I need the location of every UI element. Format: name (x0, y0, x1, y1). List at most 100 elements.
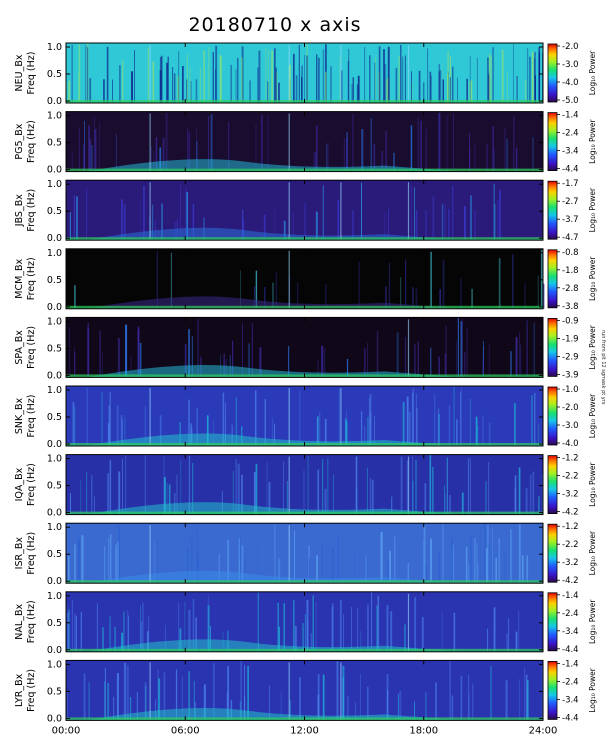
spectrogram-streak (228, 122, 230, 172)
spectrogram-streak (166, 482, 168, 515)
spectrogram-streak (178, 51, 180, 103)
spectrogram-streak (187, 128, 189, 172)
spectrogram-background (66, 317, 543, 378)
spectrogram-streak (94, 496, 95, 515)
spectrogram-streak (538, 424, 539, 446)
spectrogram-streak (219, 55, 222, 103)
colorbar-tick-label: -1.0 (562, 385, 579, 395)
spectrogram-streak (74, 285, 76, 309)
spectrogram-streak (339, 55, 340, 103)
spectrogram-streak (504, 127, 506, 172)
spectrogram-streak (351, 83, 353, 103)
spectrogram-streak (421, 617, 424, 652)
spectrogram-streak (215, 45, 218, 103)
spectrogram-streak (520, 344, 522, 378)
spectrogram-streak (139, 342, 142, 378)
spectrogram-streak (74, 406, 76, 446)
spectrogram-streak (144, 455, 146, 515)
spectrogram-streak (466, 78, 468, 103)
colorbar-tick-label: -3.2 (562, 558, 579, 568)
colorbar-tick-label: -2.2 (562, 540, 579, 550)
spectrogram-streak (429, 454, 432, 515)
spectrogram-streak (301, 65, 303, 103)
spectrogram-streak (469, 55, 471, 103)
spectrogram-streak (416, 407, 418, 446)
spectrogram-streak (115, 544, 117, 584)
y-tick-label: 0.5 (47, 138, 62, 149)
spectrogram-streak (232, 470, 234, 515)
colorbar-tick-label: -0.9 (562, 316, 579, 326)
colorbar-tick-label: -4.0 (562, 439, 579, 449)
spectrogram-streak (507, 71, 508, 103)
spectrogram-streak (510, 529, 512, 584)
spectrogram-streak (370, 118, 372, 172)
colorbar (547, 180, 558, 240)
spectrogram-streak (299, 677, 301, 721)
spectrogram-streak (241, 545, 244, 584)
spectrogram-streak (323, 347, 326, 378)
spectrogram-streak (387, 559, 389, 584)
spectrogram-streak (514, 403, 516, 446)
y-tick-label: 0.0 (47, 165, 62, 176)
spectrogram-streak (386, 80, 388, 103)
spectrogram-streak (267, 114, 269, 172)
spectrogram-streak (275, 272, 278, 309)
spectrogram-streak (337, 536, 339, 584)
spectrogram-streak (425, 563, 427, 584)
spectrogram-streak (180, 185, 181, 241)
colorbar (547, 317, 558, 377)
spectrogram-streak (346, 358, 349, 378)
spectrogram-streak (519, 331, 520, 378)
chart-title: 20180710 x axis (188, 14, 362, 36)
spectrogram-streak (215, 68, 217, 103)
spectrogram-streak (352, 210, 354, 241)
spectrogram-streak (438, 112, 441, 172)
spectrogram-streak (254, 390, 257, 446)
spectrogram-streak (472, 683, 474, 721)
panel-neu: 0.0 0.5 1.0 NEU_Bx Freq (Hz) -2.0 -3.0 -4.0 -5.0… (14, 42, 597, 107)
spectrogram-streak (524, 79, 527, 103)
panel-snk: 0.0 0.5 1.0 SNK_Bx Freq (Hz) -1.0 -2.0 -3.0 -4.0… (14, 385, 597, 450)
colorbar-label: Log₁₀ Power (588, 667, 597, 712)
x-tick-label: 24:00 (529, 725, 558, 736)
spectrogram-streak (411, 71, 412, 103)
spectrogram-streak (354, 702, 356, 721)
spectrogram-streak (527, 680, 529, 721)
spectrogram-streak (383, 49, 385, 103)
spectrogram-streak (470, 195, 472, 241)
colorbar-tick-label: -2.4 (562, 677, 579, 687)
transient-spike (288, 525, 290, 584)
transient-spike (407, 319, 410, 378)
y-tick-label: 0.5 (47, 412, 62, 423)
y-tick-label: 1.0 (47, 659, 62, 670)
spectrogram-streak (430, 251, 432, 309)
spectrogram-streak (122, 459, 123, 515)
spectrogram-streak (162, 137, 165, 172)
spectrogram-streak (325, 71, 327, 103)
y-tick-label: 1.0 (47, 385, 62, 396)
transient-spike (288, 45, 290, 103)
spectrogram-streak (534, 51, 536, 103)
spectrogram-streak (415, 288, 418, 309)
spectrogram-streak (427, 48, 429, 103)
spectrogram-streak (489, 53, 491, 103)
spectrogram-streak (487, 524, 489, 584)
spectrogram-streak (484, 523, 486, 584)
spectrogram-streak (508, 618, 510, 652)
colorbar-label: Log₁₀ Power (588, 393, 597, 438)
spectrogram-streak (159, 70, 162, 103)
spectrogram-streak (373, 144, 376, 172)
spectrogram-streak (283, 461, 284, 515)
spectrogram-streak (89, 139, 92, 172)
spectrogram-streak (69, 212, 71, 241)
spectrogram-streak (232, 340, 234, 378)
spectrogram-streak (188, 609, 191, 652)
panel-jbs: 0.0 0.5 1.0 JBS_Bx Freq (Hz) -1.7 -2.7 -3.7 -4.7… (14, 179, 597, 244)
spectrogram-streak (176, 474, 178, 515)
spectrogram-streak (529, 56, 531, 103)
spectrogram-streak (526, 320, 528, 378)
spectrogram-streak (411, 392, 414, 446)
spectrogram-streak (493, 148, 495, 172)
spectrogram-streak (444, 485, 445, 515)
spectrogram-streak (381, 151, 383, 172)
